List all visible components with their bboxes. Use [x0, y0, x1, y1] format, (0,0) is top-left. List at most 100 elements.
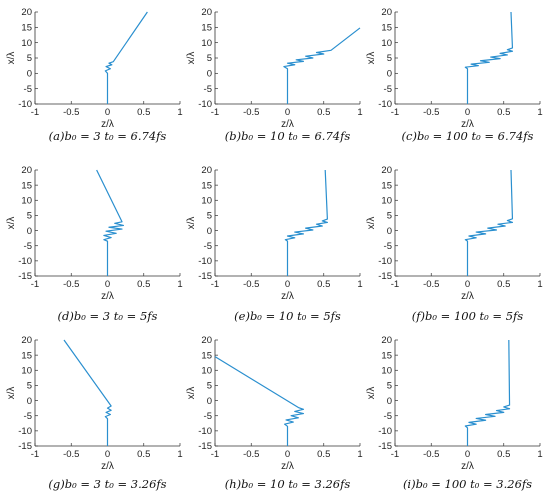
- y-tick-label: -10: [18, 99, 32, 110]
- x-axis-label: z/λ: [281, 119, 294, 130]
- y-tick-label: 10: [21, 365, 32, 376]
- x-tick-label: 0: [285, 279, 290, 290]
- y-tick-label: 15: [201, 23, 212, 34]
- y-tick-label: -5: [204, 411, 212, 422]
- subplot-caption: (h)b₀ = 10 t₀ = 3.26fs: [225, 477, 351, 491]
- y-tick-label: 5: [27, 53, 32, 64]
- x-tick-label: -0.5: [423, 279, 439, 290]
- y-tick-label: 20: [381, 7, 392, 18]
- y-tick-label: -10: [18, 426, 32, 437]
- y-tick-label: 10: [201, 38, 212, 49]
- y-axis-label: x/λ: [366, 387, 377, 400]
- y-tick-label: 0: [387, 69, 392, 80]
- y-tick-label: 0: [207, 69, 212, 80]
- y-tick-label: 20: [381, 165, 392, 176]
- x-axis-label: z/λ: [281, 291, 294, 302]
- x-tick-label: 0: [105, 107, 110, 118]
- y-tick-label: 10: [381, 38, 392, 49]
- series-line: [63, 339, 112, 446]
- x-tick-label: -0.5: [243, 449, 259, 460]
- x-tick-label: -0.5: [423, 107, 439, 118]
- x-axis-label: z/λ: [461, 119, 474, 130]
- x-tick-label: 1: [537, 107, 542, 118]
- y-tick-label: 5: [387, 53, 392, 64]
- x-axis-label: z/λ: [281, 461, 294, 472]
- x-tick-label: -1: [391, 107, 399, 118]
- y-tick-label: -10: [378, 99, 392, 110]
- subplot-caption: (d)b₀ = 3 t₀ = 5fs: [58, 309, 158, 323]
- x-tick-label: -1: [211, 279, 219, 290]
- y-tick-label: 15: [381, 180, 392, 191]
- series-line: [104, 11, 148, 104]
- y-tick-label: 0: [207, 396, 212, 407]
- y-tick-label: -10: [378, 426, 392, 437]
- y-tick-label: 5: [207, 381, 212, 392]
- x-tick-label: -1: [211, 449, 219, 460]
- y-tick-label: 5: [207, 211, 212, 222]
- x-tick-label: 1: [177, 279, 182, 290]
- y-tick-label: 0: [27, 69, 32, 80]
- x-tick-label: -0.5: [243, 279, 259, 290]
- x-tick-label: -1: [211, 107, 219, 118]
- series-line: [464, 339, 511, 446]
- y-tick-label: 0: [27, 226, 32, 237]
- x-tick-label: 1: [177, 107, 182, 118]
- x-tick-label: 0: [105, 279, 110, 290]
- subplot-c: -10 -5 0 5 10 15 20 -1 -0.5 0 0.5 1 z/λ x/λ (c)b₀ = 10…: [366, 7, 543, 143]
- y-tick-label: 20: [201, 7, 212, 18]
- y-tick-label: 15: [201, 350, 212, 361]
- y-tick-label: -5: [204, 84, 212, 95]
- subplot-caption: (e)b₀ = 10 t₀ = 5fs: [234, 309, 341, 323]
- x-axis-label: z/λ: [101, 291, 114, 302]
- x-tick-label: 0.5: [317, 107, 330, 118]
- y-tick-label: -10: [198, 256, 212, 267]
- x-axis-label: z/λ: [461, 461, 474, 472]
- y-axis-label: x/λ: [6, 387, 17, 400]
- x-tick-label: 0.5: [137, 279, 150, 290]
- y-tick-label: 0: [387, 396, 392, 407]
- x-tick-label: 1: [357, 107, 362, 118]
- y-tick-label: 5: [27, 211, 32, 222]
- y-tick-label: 10: [201, 365, 212, 376]
- subplot-caption: (i)b₀ = 100 t₀ = 3.26fs: [403, 477, 532, 491]
- y-axis-label: x/λ: [366, 217, 377, 230]
- y-tick-label: -5: [384, 241, 392, 252]
- x-tick-label: 0: [285, 449, 290, 460]
- y-tick-label: -15: [18, 271, 32, 282]
- y-tick-label: -5: [24, 411, 32, 422]
- y-tick-label: 5: [387, 211, 392, 222]
- y-tick-label: -10: [378, 256, 392, 267]
- x-tick-label: -0.5: [423, 449, 439, 460]
- y-tick-label: 10: [201, 195, 212, 206]
- x-tick-label: -1: [31, 107, 39, 118]
- x-tick-label: -0.5: [63, 449, 79, 460]
- y-tick-label: -15: [378, 271, 392, 282]
- x-tick-label: -1: [31, 449, 39, 460]
- y-axis-label: x/λ: [366, 52, 377, 65]
- subplot-a: -10 -5 0 5 10 15 20 -1 -0.5 0 0.5 1 z/λ x/λ (a)b₀ = 3 …: [6, 7, 183, 143]
- y-axis-label: x/λ: [186, 217, 197, 230]
- y-tick-label: 0: [387, 226, 392, 237]
- series-line: [284, 169, 328, 276]
- x-tick-label: 0: [465, 279, 470, 290]
- y-tick-label: -10: [18, 256, 32, 267]
- y-tick-label: -10: [198, 426, 212, 437]
- subplot-caption: (f)b₀ = 100 t₀ = 5fs: [412, 309, 524, 323]
- y-tick-label: -5: [384, 84, 392, 95]
- y-tick-label: -15: [18, 441, 32, 452]
- y-tick-label: -15: [198, 441, 212, 452]
- y-tick-label: 15: [381, 350, 392, 361]
- subplot-g: -15 -10 -5 0 5 10 15 20 -1 -0.5 0 0.5 1 z/λ x/λ (g)b₀ =…: [6, 335, 183, 491]
- y-tick-label: 10: [21, 195, 32, 206]
- subplot-h: -15 -10 -5 0 5 10 15 20 -1 -0.5 0 0.5 1 z/λ x/λ (h)b₀ =…: [186, 335, 363, 491]
- subplot-caption: (g)b₀ = 3 t₀ = 3.26fs: [48, 477, 166, 491]
- x-tick-label: 1: [537, 449, 542, 460]
- x-tick-label: 1: [537, 279, 542, 290]
- x-tick-label: 0.5: [137, 107, 150, 118]
- y-tick-label: 15: [21, 180, 32, 191]
- subplot-e: -15 -10 -5 0 5 10 15 20 -1 -0.5 0 0.5 1 z/λ x/λ (e)b₀ =…: [186, 165, 363, 323]
- x-tick-label: 0.5: [317, 449, 330, 460]
- y-tick-label: -10: [198, 99, 212, 110]
- x-tick-label: -1: [31, 279, 39, 290]
